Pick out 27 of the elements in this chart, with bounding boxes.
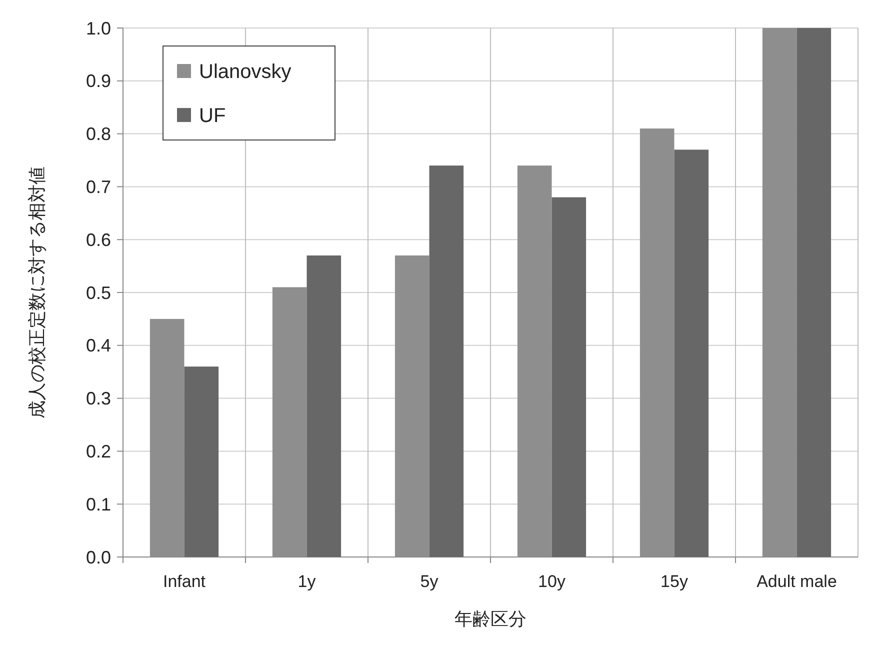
y-tick-label: 0.3: [86, 388, 111, 409]
y-tick-label: 0.9: [86, 71, 111, 92]
bar: [429, 166, 464, 557]
x-tick-label: 10y: [538, 572, 566, 591]
x-tick-label: 15y: [660, 572, 688, 591]
x-tick-label: Infant: [162, 572, 206, 591]
y-tick-label: 0.8: [86, 124, 111, 144]
x-tick-label: 1y: [298, 572, 316, 591]
y-tick-label: 0.1: [86, 494, 111, 514]
bar: [796, 28, 832, 557]
y-axis-title: 成人の校正定数に対する相対値: [27, 166, 47, 418]
x-axis-title: 年齢区分: [454, 609, 526, 629]
bar: [552, 197, 586, 557]
x-tick-label: Adult male: [756, 572, 837, 591]
bar: [674, 150, 709, 557]
y-tick-label: 0.2: [86, 442, 111, 462]
y-tick-label: 1.0: [86, 18, 111, 38]
y-tick-label: 0.4: [86, 336, 111, 356]
bar: [306, 255, 342, 557]
bar: [184, 366, 219, 557]
y-tick-label: 0.5: [86, 282, 111, 303]
y-tick-label: 0.7: [86, 177, 111, 197]
y-tick-label: 0.0: [86, 547, 111, 568]
legend-label: Ulanovsky: [199, 61, 292, 83]
x-tick-label: 5y: [420, 572, 439, 591]
y-tick-label: 0.6: [86, 230, 111, 250]
legend-label: UF: [199, 105, 226, 127]
